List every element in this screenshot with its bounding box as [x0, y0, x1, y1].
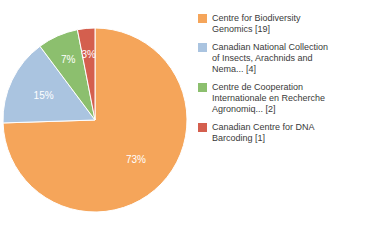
- legend-item: Canadian Centre for DNABarcoding [1]: [198, 122, 315, 143]
- legend: Centre for BiodiversityGenomics [19] Cana…: [198, 13, 328, 143]
- data-label: 3%: [81, 49, 96, 60]
- pie-slice: [3, 28, 187, 212]
- legend-label: Centre de CooperationInternationale en R…: [212, 82, 325, 114]
- legend-swatch: [198, 14, 207, 23]
- data-label: 73%: [126, 154, 146, 165]
- legend-item: Centre for BiodiversityGenomics [19]: [198, 13, 301, 34]
- legend-item: Canadian National Collectionof Insects, …: [198, 42, 328, 74]
- legend-swatch: [198, 123, 207, 132]
- legend-swatch: [198, 83, 207, 92]
- pie-slice: [77, 28, 95, 120]
- chart: 73% 15% 7% 3% Centre for BiodiversityGenomic…: [0, 0, 380, 240]
- pie: 73% 15% 7% 3%: [3, 28, 187, 212]
- legend-label: Canadian Centre for DNABarcoding [1]: [212, 122, 315, 143]
- data-label: 15%: [34, 90, 54, 101]
- data-label: 7%: [61, 54, 76, 65]
- legend-label: Centre for BiodiversityGenomics [19]: [212, 13, 301, 34]
- legend-item: Centre de CooperationInternationale en R…: [198, 82, 325, 114]
- legend-swatch: [198, 43, 207, 52]
- legend-label: Canadian National Collectionof Insects, …: [212, 42, 328, 74]
